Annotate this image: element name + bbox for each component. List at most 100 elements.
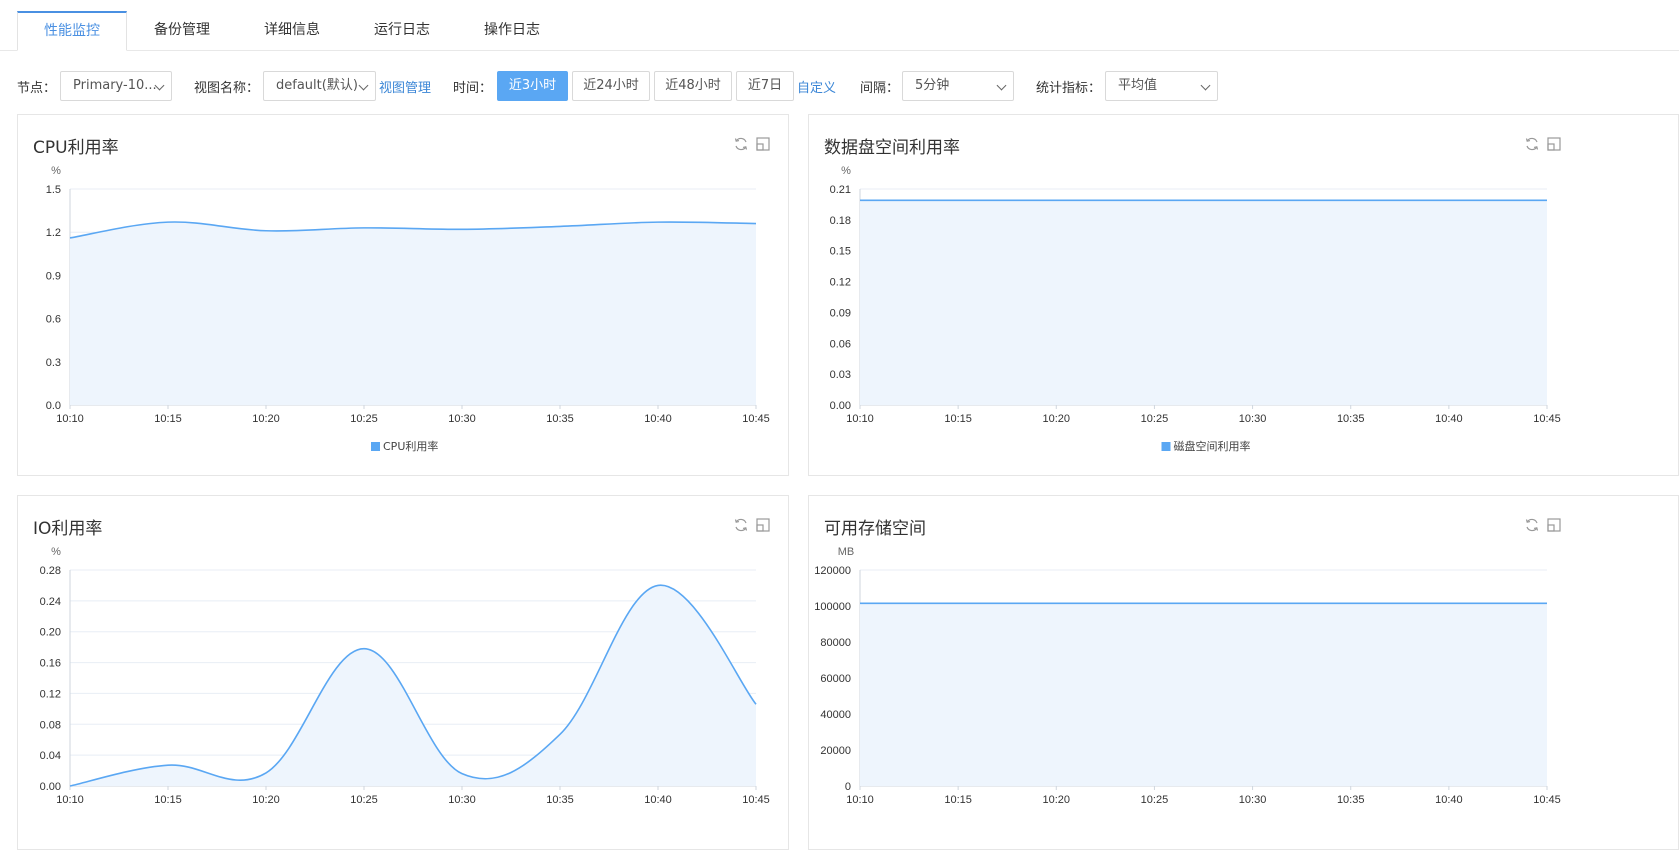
- expand-icon[interactable]: [1546, 517, 1562, 533]
- y-tick-label: 0.6: [46, 314, 61, 326]
- metric-select[interactable]: 平均值: [1105, 71, 1218, 101]
- x-tick-label: 10:15: [154, 413, 182, 425]
- x-tick-label: 10:15: [944, 413, 972, 425]
- y-tick-label: 0: [845, 781, 851, 793]
- filter-toolbar: 节点： Primary-10... 视图名称： default(默认) 视图管理…: [0, 70, 1679, 102]
- time-24h-button[interactable]: 近24小时: [572, 71, 650, 101]
- y-axis-unit: %: [841, 165, 851, 177]
- chart-canvas: % 0.0 0.3 0.6 0.9 1.2 1.5 10:10 10:15 10:20 10:25 1…: [46, 165, 770, 453]
- tab-details[interactable]: 详细信息: [264, 22, 320, 38]
- chevron-down-icon: [996, 80, 1007, 91]
- y-tick-label: 0.06: [830, 338, 851, 350]
- y-tick-label: 0.08: [40, 719, 61, 731]
- x-tick-label: 10:35: [546, 413, 574, 425]
- x-tick-label: 10:20: [1043, 794, 1071, 806]
- y-axis-unit: MB: [838, 546, 855, 558]
- y-tick-label: 1.5: [46, 184, 61, 196]
- y-tick-label: 0.21: [830, 184, 851, 196]
- y-tick-label: 80000: [820, 637, 851, 649]
- x-tick-label: 10:15: [944, 794, 972, 806]
- time-48h-button[interactable]: 近48小时: [654, 71, 732, 101]
- y-tick-label: 100000: [814, 601, 851, 613]
- series-line: [69, 221, 757, 239]
- x-tick-label: 10:10: [56, 413, 84, 425]
- legend-label: CPU利用率: [383, 439, 438, 453]
- x-tick-label: 10:25: [1141, 413, 1169, 425]
- node-select-value: Primary-10...: [73, 78, 157, 93]
- tab-run-log[interactable]: 运行日志: [374, 22, 430, 38]
- view-manage-link[interactable]: 视图管理: [379, 81, 432, 96]
- time-3h-button[interactable]: 近3小时: [497, 71, 568, 101]
- refresh-icon[interactable]: [733, 517, 749, 533]
- chart-canvas: % 0.00 0.04 0.08 0.12 0.16 0.20 0.24 0.28 10:10 10…: [40, 546, 770, 806]
- chart-legend[interactable]: CPU利用率: [371, 439, 438, 453]
- refresh-icon[interactable]: [733, 136, 749, 152]
- chart-actions: [1524, 517, 1564, 535]
- y-tick-label: 0.3: [46, 357, 61, 369]
- node-select[interactable]: Primary-10...: [60, 71, 172, 101]
- y-tick-label: 0.24: [40, 596, 61, 608]
- y-tick-label: 0.04: [40, 750, 61, 762]
- x-tick-label: 10:20: [252, 794, 280, 806]
- interval-select[interactable]: 5分钟: [902, 71, 1014, 101]
- x-tick-label: 10:15: [154, 794, 182, 806]
- series-area: [860, 603, 1547, 786]
- view-name-select[interactable]: default(默认): [263, 71, 376, 101]
- custom-time-link[interactable]: 自定义: [797, 81, 837, 96]
- io-usage-panel: IO利用率% 0.00 0.04 0.08 0.12 0.16 0.20 0.24 0.28 10…: [17, 495, 789, 850]
- y-tick-label: 0.00: [830, 400, 851, 412]
- chart-legend[interactable]: 磁盘空间利用率: [1161, 439, 1251, 453]
- series-area: [70, 585, 756, 786]
- x-tick-label: 10:10: [56, 794, 84, 806]
- chart-canvas: % 0.00 0.03 0.06 0.09 0.12 0.15 0.18 0.21 10:10 10…: [830, 165, 1561, 453]
- chart-title: CPU利用率: [33, 138, 119, 158]
- x-tick-label: 10:25: [1141, 794, 1169, 806]
- tab-backup-management[interactable]: 备份管理: [154, 22, 210, 38]
- expand-icon[interactable]: [755, 517, 771, 533]
- y-tick-label: 1.2: [46, 227, 61, 239]
- y-tick-label: 0.0: [46, 400, 61, 412]
- chart-title: 数据盘空间利用率: [824, 138, 960, 158]
- x-tick-label: 10:45: [742, 413, 770, 425]
- chevron-down-icon: [1200, 80, 1211, 91]
- x-tick-label: 10:45: [1533, 413, 1561, 425]
- interval-select-value: 5分钟: [915, 78, 950, 93]
- x-tick-label: 10:45: [742, 794, 770, 806]
- x-tick-label: 10:40: [644, 413, 672, 425]
- refresh-icon[interactable]: [1524, 517, 1540, 533]
- y-tick-label: 120000: [814, 565, 851, 577]
- x-tick-label: 10:30: [1239, 413, 1267, 425]
- view-name-label: 视图名称：: [194, 81, 260, 96]
- tab-operation-log[interactable]: 操作日志: [484, 22, 540, 38]
- y-axis-unit: %: [51, 165, 61, 177]
- y-tick-label: 0.20: [40, 627, 61, 639]
- chart-canvas: MB 0 20000 40000 60000 80000 100000 120000 10:10…: [814, 546, 1560, 806]
- y-tick-label: 60000: [820, 673, 851, 685]
- y-tick-label: 0.03: [830, 369, 851, 381]
- x-tick-label: 10:30: [448, 794, 476, 806]
- y-tick-label: 40000: [820, 709, 851, 721]
- cpu-usage-panel: CPU利用率% 0.0 0.3 0.6 0.9 1.2 1.5 10:10 10:15 10:20…: [17, 114, 789, 476]
- y-tick-label: 0.18: [830, 215, 851, 227]
- x-tick-label: 10:40: [1435, 413, 1463, 425]
- refresh-icon[interactable]: [1524, 136, 1540, 152]
- time-label: 时间：: [453, 81, 493, 96]
- x-tick-label: 10:20: [252, 413, 280, 425]
- y-axis-unit: %: [51, 546, 61, 558]
- x-tick-label: 10:35: [546, 794, 574, 806]
- time-7d-button[interactable]: 近7日: [736, 71, 794, 101]
- y-tick-label: 0.9: [46, 270, 61, 282]
- x-tick-label: 10:40: [1435, 794, 1463, 806]
- tab-performance-monitor[interactable]: 性能监控: [17, 11, 127, 51]
- chart-actions: [1524, 136, 1564, 154]
- expand-icon[interactable]: [1546, 136, 1562, 152]
- chevron-down-icon: [358, 80, 369, 91]
- series-line: [69, 584, 757, 787]
- legend-swatch: [371, 442, 380, 451]
- series-area: [860, 200, 1547, 405]
- x-tick-label: 10:30: [1239, 794, 1267, 806]
- x-tick-label: 10:20: [1043, 413, 1071, 425]
- expand-icon[interactable]: [755, 136, 771, 152]
- metric-select-value: 平均值: [1118, 78, 1158, 93]
- y-tick-label: 0.12: [40, 688, 61, 700]
